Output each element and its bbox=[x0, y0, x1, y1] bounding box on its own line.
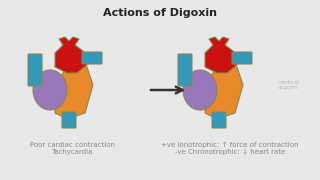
Text: +ve Ionotrophic: ↑ force of contraction
-ve Chronotrophic: ↓ heart rate: +ve Ionotrophic: ↑ force of contraction … bbox=[161, 142, 299, 155]
FancyBboxPatch shape bbox=[212, 112, 226, 128]
Polygon shape bbox=[205, 37, 237, 73]
Ellipse shape bbox=[183, 70, 217, 110]
FancyBboxPatch shape bbox=[232, 52, 252, 64]
FancyBboxPatch shape bbox=[62, 112, 76, 128]
Polygon shape bbox=[205, 67, 243, 119]
Text: Actions of Digoxin: Actions of Digoxin bbox=[103, 8, 217, 18]
Ellipse shape bbox=[33, 70, 67, 110]
FancyBboxPatch shape bbox=[28, 54, 42, 86]
Text: Poor cardiac contraction
Tachycardia: Poor cardiac contraction Tachycardia bbox=[29, 142, 115, 155]
FancyBboxPatch shape bbox=[82, 52, 102, 64]
Polygon shape bbox=[55, 37, 87, 73]
Polygon shape bbox=[55, 67, 93, 119]
FancyBboxPatch shape bbox=[178, 54, 192, 86]
Text: medical
snippet: medical snippet bbox=[278, 80, 300, 90]
